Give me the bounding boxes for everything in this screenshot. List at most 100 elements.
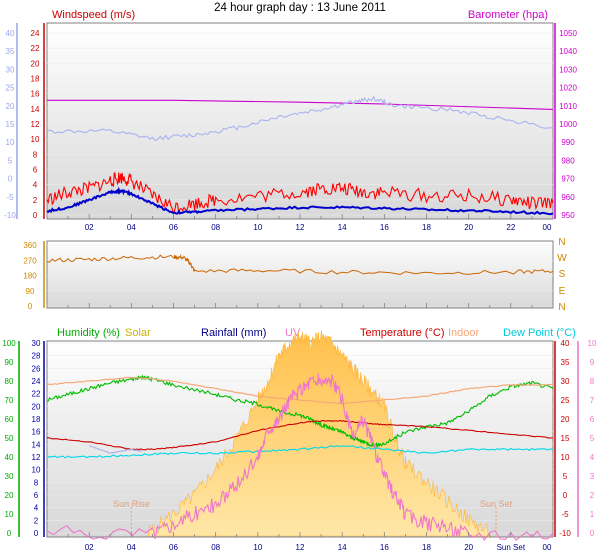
y-tick-label: 20 — [6, 102, 15, 111]
x-tick-label: 00 — [543, 223, 552, 232]
y-tick-label: 4 — [33, 181, 38, 190]
y-tick-label: 50 — [5, 434, 14, 443]
y-tick-label: 40 — [561, 339, 570, 348]
direction-label: W — [557, 253, 567, 264]
y-tick-label: 16 — [32, 428, 41, 437]
x-tick-label: 02 — [85, 223, 94, 232]
y-tick-label: 4 — [590, 453, 595, 462]
legend-label: Rainfall (mm) — [201, 327, 266, 339]
legend-label: Windspeed (m/s) — [52, 9, 135, 21]
y-tick-label: 5 — [8, 156, 13, 165]
y-tick-label: 0 — [8, 175, 13, 184]
y-tick-label: -5 — [6, 193, 14, 202]
x-tick-label: 22 — [506, 223, 515, 232]
y-tick-label: 30 — [561, 377, 570, 386]
y-tick-label: 26 — [32, 364, 41, 373]
y-tick-label: 1 — [590, 510, 595, 519]
x-tick-label: Sun Set — [497, 543, 526, 552]
direction-label: N — [558, 237, 565, 248]
x-tick-label: 10 — [253, 223, 262, 232]
y-tick-label: 10 — [32, 466, 41, 475]
y-tick-label: 12 — [32, 453, 41, 462]
y-tick-label: 25 — [561, 396, 570, 405]
y-tick-label: 28 — [32, 352, 41, 361]
y-tick-label: 10 — [588, 339, 597, 348]
direction-label: E — [559, 286, 566, 297]
y-tick-label: -10 — [559, 529, 571, 538]
y-tick-label: 10 — [561, 453, 570, 462]
x-tick-label: 18 — [422, 223, 431, 232]
series-line-direction — [46, 253, 554, 276]
y-tick-label: 5 — [590, 434, 595, 443]
x-tick-label: 08 — [211, 223, 220, 232]
legend-label: Solar — [125, 327, 151, 339]
y-tick-label: 14 — [32, 440, 41, 449]
y-tick-label: 180 — [23, 272, 37, 281]
y-tick-label: 14 — [31, 105, 40, 114]
y-tick-label: 20 — [561, 415, 570, 424]
x-tick-label: 08 — [211, 543, 220, 552]
y-tick-label: 22 — [32, 390, 41, 399]
y-tick-label: 12 — [31, 120, 40, 129]
y-tick-label: 20 — [32, 402, 41, 411]
y-tick-label: 1000 — [559, 120, 577, 129]
x-tick-label: 16 — [380, 223, 389, 232]
y-tick-label: 0 — [563, 491, 568, 500]
y-tick-label: 35 — [561, 358, 570, 367]
y-tick-label: -5 — [561, 510, 569, 519]
y-tick-label: 980 — [561, 156, 575, 165]
y-tick-label: 0 — [590, 529, 595, 538]
y-tick-label: 10 — [6, 138, 15, 147]
x-tick-label: 14 — [338, 223, 347, 232]
y-tick-label: 0 — [7, 529, 12, 538]
series-line-uv — [46, 373, 554, 542]
y-tick-label: 8 — [590, 377, 595, 386]
legend-label: Barometer (hpa) — [468, 9, 548, 21]
series-line-temperature — [46, 419, 554, 451]
y-tick-label: 1040 — [559, 47, 577, 56]
sunset-label: Sun Set — [480, 499, 513, 509]
y-tick-label: 2 — [33, 196, 38, 205]
y-tick-label: 40 — [5, 453, 14, 462]
series-line-wind_avg — [46, 186, 554, 216]
y-tick-label: 960 — [561, 193, 575, 202]
y-tick-label: 1010 — [559, 102, 577, 111]
x-tick-label: 00 — [543, 543, 552, 552]
y-tick-label: 0 — [34, 529, 39, 538]
legend-label: Humidity (%) — [57, 327, 120, 339]
y-tick-label: 8 — [33, 150, 38, 159]
y-tick-label: 20 — [5, 491, 14, 500]
y-tick-label: 990 — [561, 138, 575, 147]
x-tick-label: 12 — [296, 543, 305, 552]
y-tick-label: 950 — [561, 211, 575, 220]
y-tick-label: 18 — [32, 415, 41, 424]
y-tick-label: 2 — [34, 516, 39, 525]
y-tick-label: 15 — [561, 434, 570, 443]
y-tick-label: 0 — [28, 302, 33, 311]
y-tick-label: 8 — [34, 478, 39, 487]
y-tick-label: 30 — [5, 472, 14, 481]
y-tick-label: 30 — [32, 339, 41, 348]
y-tick-label: 0 — [33, 211, 38, 220]
x-tick-label: 12 — [296, 223, 305, 232]
x-tick-label: 20 — [464, 223, 473, 232]
y-tick-label: 100 — [2, 339, 16, 348]
y-tick-label: 70 — [5, 396, 14, 405]
y-tick-label: -10 — [4, 211, 16, 220]
series-line-dew_point — [46, 445, 554, 459]
sunrise-label: Sun Rise — [113, 499, 150, 509]
y-tick-label: 9 — [590, 358, 595, 367]
legend-label: Indoor — [448, 327, 480, 339]
y-tick-label: 1030 — [559, 65, 577, 74]
y-tick-label: 35 — [6, 47, 15, 56]
y-tick-label: 60 — [5, 415, 14, 424]
y-tick-label: 1050 — [559, 29, 577, 38]
y-tick-label: 270 — [23, 256, 37, 265]
series-line-baro — [47, 99, 554, 110]
y-tick-label: 10 — [31, 135, 40, 144]
x-tick-label: 18 — [422, 543, 431, 552]
panel-wind-baro — [46, 22, 554, 220]
y-tick-label: 25 — [6, 84, 15, 93]
x-tick-label: 20 — [464, 543, 473, 552]
